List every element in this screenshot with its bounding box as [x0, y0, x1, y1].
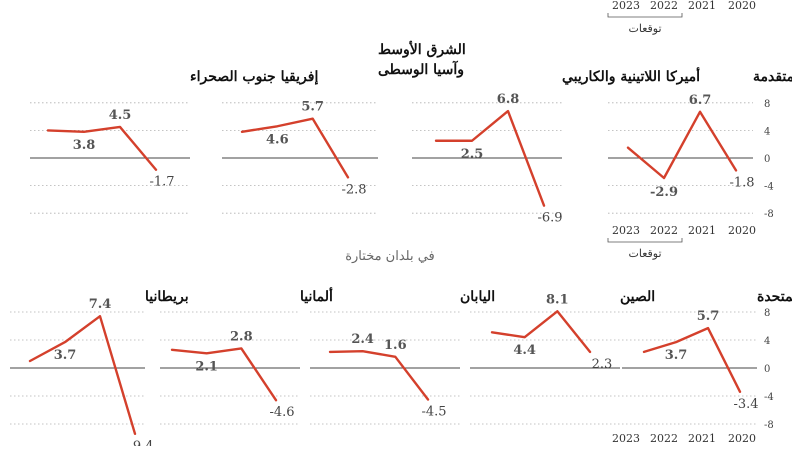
x-tick-label: 2021 — [688, 0, 716, 12]
series-line — [328, 350, 430, 401]
data-label: 4.5 — [109, 108, 132, 123]
panel-title: وآسيا الوسطى — [378, 60, 464, 78]
panel-title: ألمانيا — [300, 286, 333, 305]
data-label: 5.7 — [697, 309, 720, 324]
data-label: 2.4 — [351, 332, 374, 347]
section-caption: في بلدان مختارة — [345, 249, 435, 264]
text-layer: -1.8 6.7 -2.9 أوروبا الناشئة والمتقدمة -6.9 6… — [54, 0, 792, 450]
y-tick-label: 8 — [764, 99, 770, 110]
y-tick-label: 8 — [764, 308, 770, 319]
data-label: 5.7 — [301, 100, 324, 115]
data-label: 3.7 — [665, 348, 688, 363]
forecast-label: توقعات — [628, 247, 661, 260]
y-tick-label: 4 — [764, 336, 770, 347]
y-tick-label: -4 — [764, 392, 774, 403]
x-tick-label: 2023 — [612, 432, 640, 445]
data-label: 6.8 — [497, 92, 520, 107]
data-label: 3.8 — [73, 138, 96, 153]
y-tick-label: -8 — [764, 209, 774, 220]
series-line — [642, 326, 742, 393]
series-line — [434, 109, 546, 207]
data-label: 6.7 — [689, 93, 712, 108]
data-label: 2.1 — [195, 359, 218, 374]
panel-title: الصين — [620, 289, 655, 305]
panel-title: الولايات المتحدة — [757, 289, 792, 305]
data-label: 8.1 — [546, 292, 569, 307]
y-tick-label: -4 — [764, 182, 774, 193]
x-tick-label: 2023 — [612, 224, 640, 237]
forecast-bracket — [607, 13, 683, 18]
x-tick-label: 2020 — [728, 432, 756, 445]
x-tick-label: 2022 — [650, 0, 678, 12]
x-tick-label: 2021 — [688, 224, 716, 237]
x-tick-label: 2021 — [688, 432, 716, 445]
series-line — [28, 315, 137, 435]
data-label: -1.8 — [729, 175, 754, 190]
lines-layer — [28, 109, 742, 435]
data-label: -6.9 — [537, 211, 562, 226]
data-label: -3.4 — [733, 397, 758, 412]
data-label: -9.4 — [128, 439, 153, 446]
y-tick-label: -8 — [764, 420, 774, 431]
data-label: 2.5 — [461, 147, 484, 162]
y-tick-label: 4 — [764, 126, 770, 137]
panel-title: أميركا اللاتينية والكاريبي — [562, 66, 700, 85]
forecast-bracket — [607, 238, 683, 243]
panel-title: أوروبا الناشئة والمتقدمة — [753, 66, 792, 85]
x-tick-label: 2020 — [728, 224, 756, 237]
data-label: 2.3 — [592, 357, 613, 372]
x-tick-label: 2020 — [728, 0, 756, 12]
series-line — [46, 125, 158, 171]
series-line — [490, 310, 592, 354]
panel-title: إفريقيا جنوب الصحراء — [190, 69, 318, 86]
y-tick-label: 0 — [764, 154, 770, 165]
data-label: 3.7 — [54, 348, 77, 363]
series-line — [626, 110, 738, 180]
data-label: 2.8 — [230, 329, 253, 344]
data-label: 4.4 — [513, 343, 536, 358]
data-label: 1.6 — [384, 338, 407, 353]
data-label: -4.6 — [269, 405, 294, 420]
x-tick-label: 2022 — [650, 224, 678, 237]
data-label: 7.4 — [89, 297, 112, 312]
series-line — [240, 117, 350, 179]
data-label: -4.5 — [421, 405, 446, 420]
panel-title: اليابان — [460, 289, 495, 305]
panel-title: بريطانيا — [145, 289, 189, 305]
x-tick-label: 2023 — [612, 0, 640, 12]
y-tick-label: 0 — [764, 364, 770, 375]
data-label: -1.7 — [149, 175, 174, 190]
grid-layer — [10, 13, 757, 425]
x-tick-label: 2022 — [650, 432, 678, 445]
series-line — [170, 347, 278, 402]
panel-title: الشرق الأوسط — [378, 40, 466, 58]
data-label: 4.6 — [266, 132, 289, 147]
forecast-label: توقعات — [628, 22, 661, 35]
data-label: -2.9 — [650, 185, 678, 200]
data-label: -2.8 — [341, 182, 366, 197]
